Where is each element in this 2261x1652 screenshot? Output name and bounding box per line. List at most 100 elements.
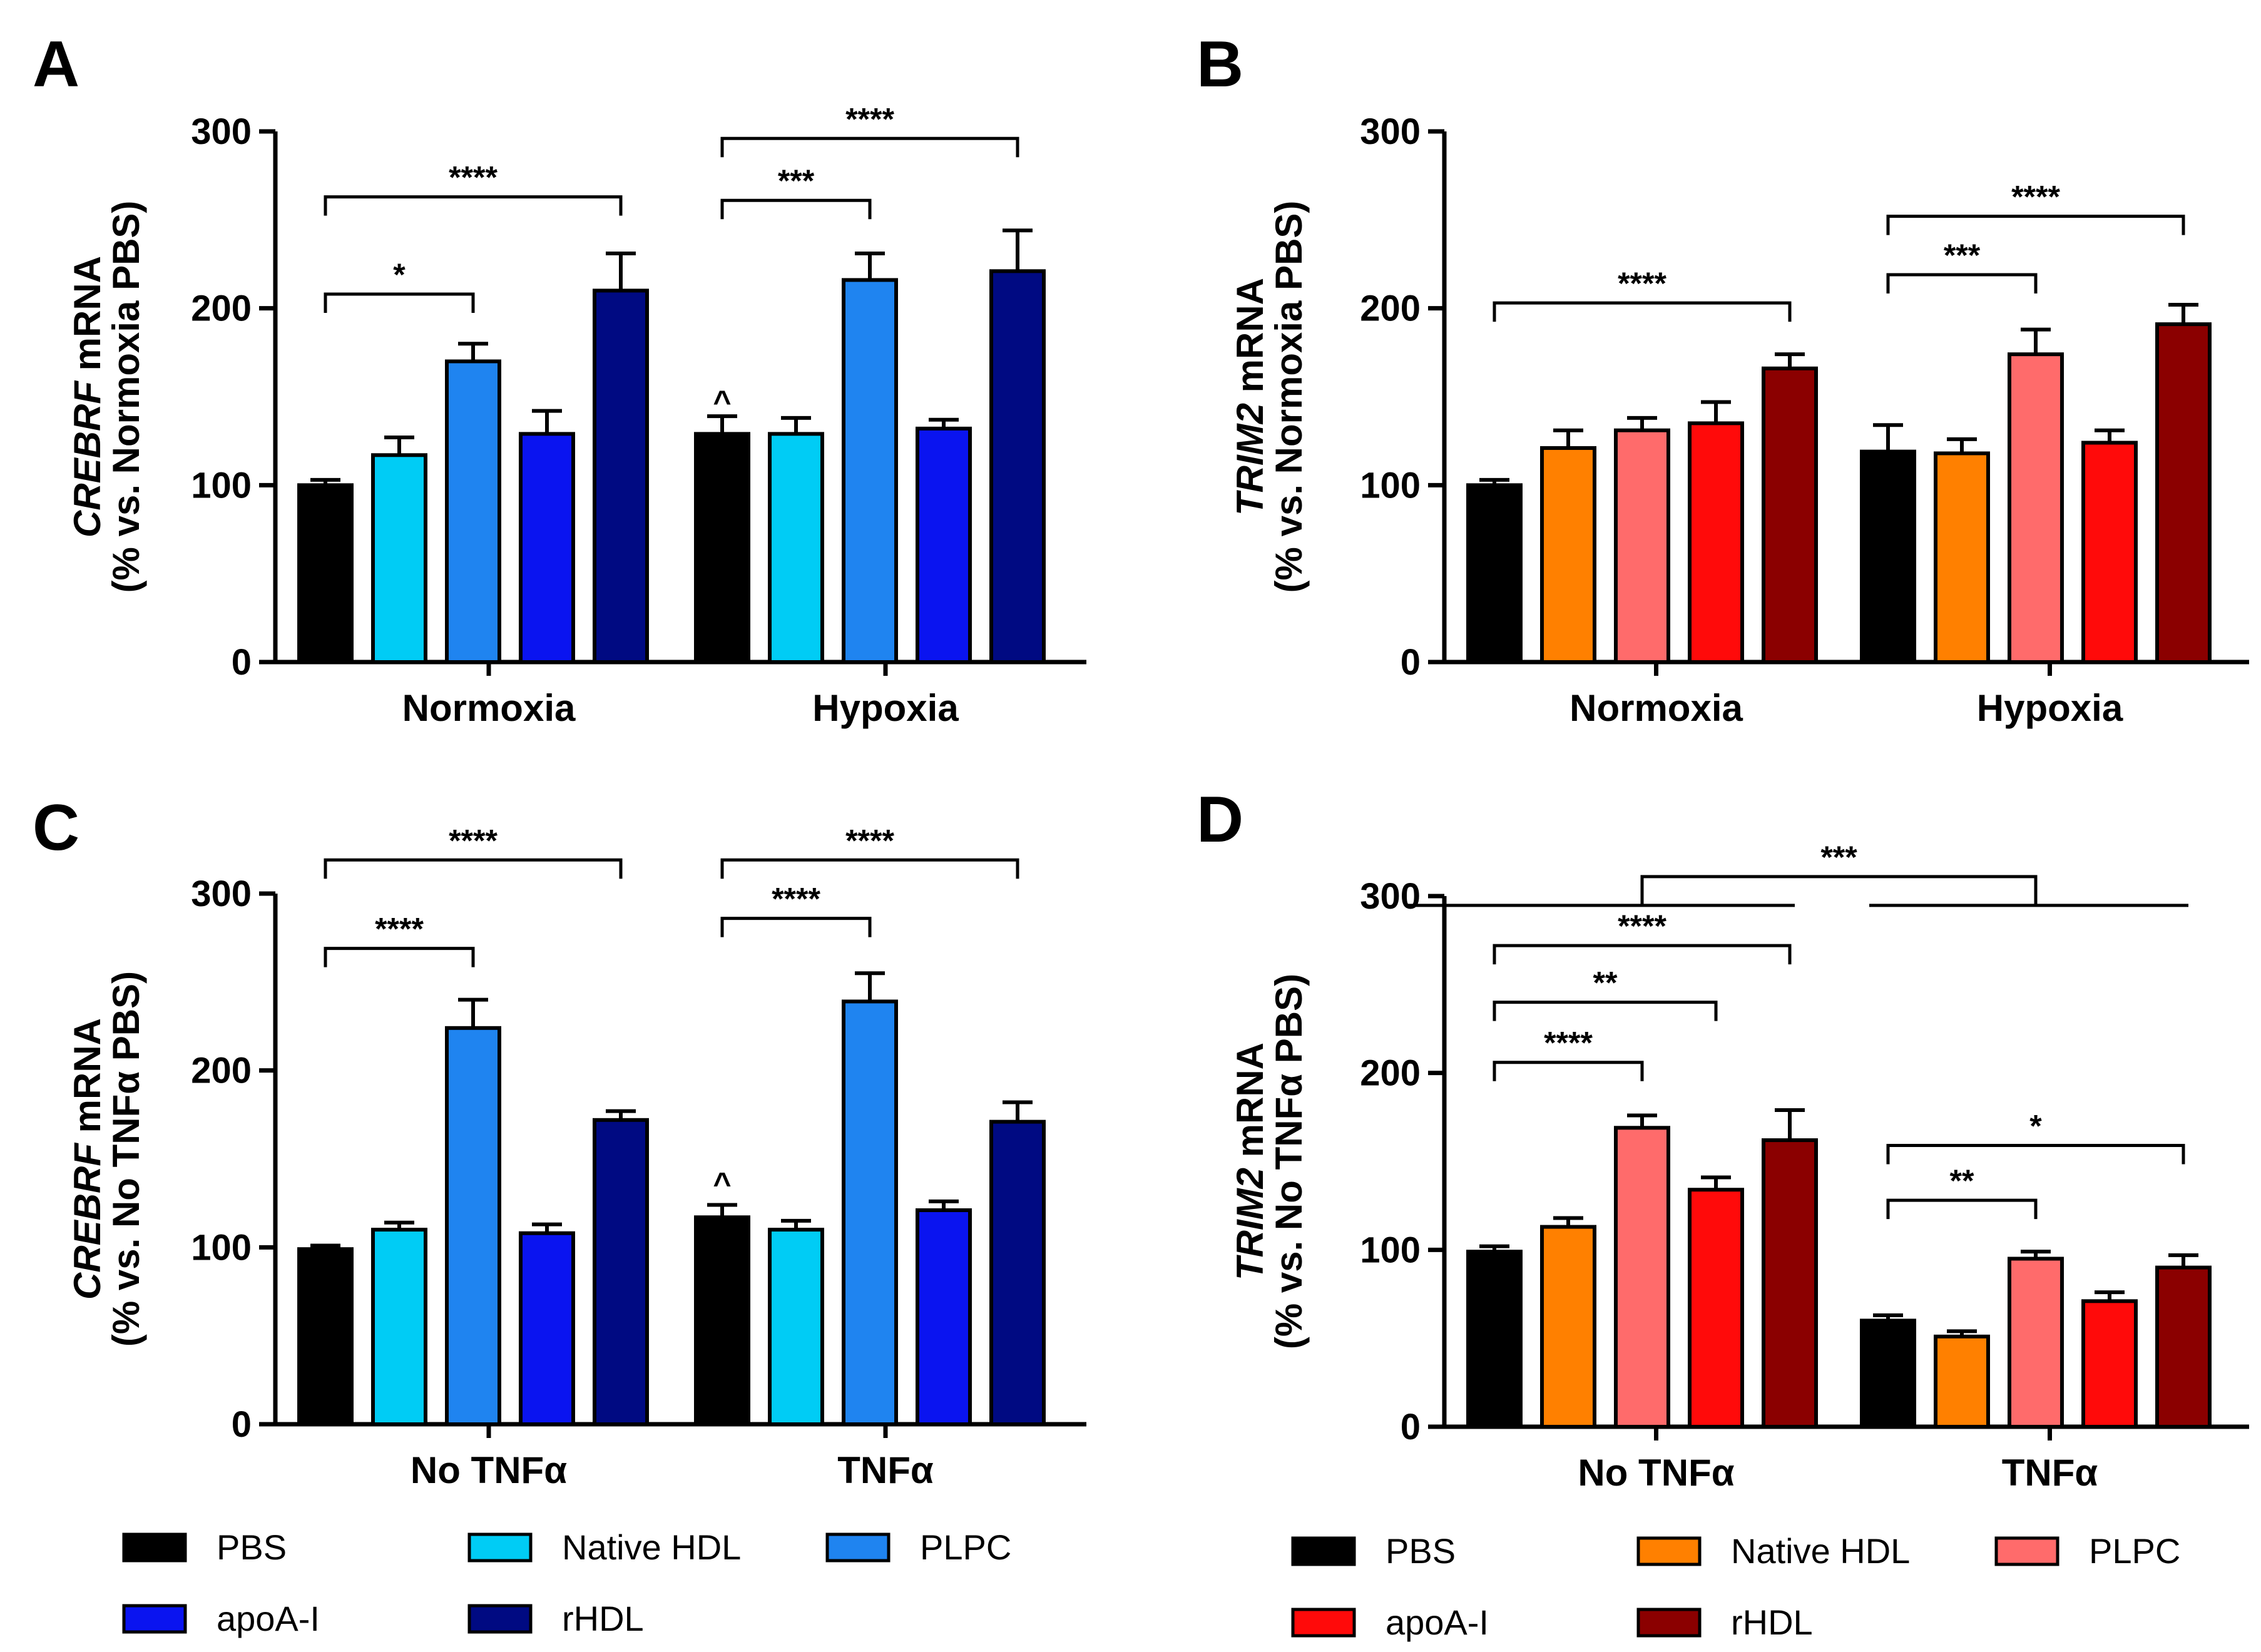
y-axis-label-unit: mRNA bbox=[66, 256, 108, 381]
panel-d: D 0 100 200 300 No TNFα TNFα TRIM2 mRNA(% vs. … bbox=[1197, 783, 2249, 1494]
y-axis-label-sub: (% vs. No TNFα PBS) bbox=[1268, 974, 1310, 1349]
y-tick-label: 200 bbox=[1360, 288, 1421, 329]
y-tick-label: 100 bbox=[191, 1227, 252, 1268]
bar bbox=[297, 1247, 354, 1427]
significance-label: **** bbox=[772, 882, 820, 917]
bar bbox=[2008, 352, 2064, 664]
significance-label: **** bbox=[449, 160, 498, 195]
bar bbox=[2008, 1257, 2064, 1429]
legend-label: apoA-I bbox=[1386, 1603, 1489, 1642]
significance-bracket bbox=[720, 198, 872, 220]
significance-bracket bbox=[720, 858, 1019, 879]
legend-swatch bbox=[1291, 1536, 1356, 1566]
y-axis-label-sub: (% vs. Normoxia PBS) bbox=[1268, 201, 1310, 593]
legend-label: rHDL bbox=[1731, 1603, 1813, 1642]
bar bbox=[2155, 1265, 2212, 1429]
bar bbox=[989, 1119, 1046, 1426]
panel-letter-d: D bbox=[1197, 783, 1243, 856]
bar bbox=[1614, 428, 1670, 664]
bar bbox=[1934, 451, 1990, 664]
significance-label: **** bbox=[845, 101, 894, 136]
significance-bracket bbox=[1493, 1061, 1644, 1081]
significance-label: * bbox=[2029, 1109, 2042, 1144]
significance-label: *** bbox=[778, 163, 815, 198]
y-tick-label: 300 bbox=[1360, 111, 1421, 152]
x-category-label: TNFα bbox=[2002, 1452, 2098, 1494]
bar bbox=[1540, 1225, 1596, 1429]
caret-label: ^ bbox=[713, 384, 731, 419]
significance-label: **** bbox=[1618, 909, 1666, 944]
significance-label: *** bbox=[1944, 238, 1981, 273]
bar bbox=[1860, 449, 1916, 664]
bar bbox=[1860, 1318, 1916, 1429]
significance-bracket bbox=[1886, 1198, 2038, 1220]
significance-bracket bbox=[1886, 273, 2038, 293]
y-axis-label: CREBRF mRNA bbox=[66, 1018, 108, 1300]
significance-bracket bbox=[324, 292, 475, 314]
bar bbox=[768, 1228, 824, 1426]
legend-right: PBS Native HDL PLPC apoA-I rHDL bbox=[1291, 1531, 2180, 1642]
x-category-label: Hypoxia bbox=[812, 687, 959, 729]
significance-label: **** bbox=[1618, 266, 1666, 301]
y-tick-label: 100 bbox=[1360, 1230, 1421, 1270]
bar bbox=[445, 359, 501, 664]
panel-letter-c: C bbox=[33, 792, 79, 864]
bar bbox=[2081, 441, 2138, 664]
y-tick-label: 0 bbox=[1401, 1407, 1421, 1447]
y-tick-label: 200 bbox=[1360, 1053, 1421, 1094]
significance-label: **** bbox=[449, 823, 498, 858]
bar bbox=[1688, 421, 1744, 665]
panel-a: A 0 100 200 300 Normoxia Hypoxia CREBRF mRNA(%… bbox=[33, 28, 1086, 729]
y-axis-label: TRIM2 mRNA bbox=[1229, 278, 1271, 516]
legend-swatch bbox=[467, 1604, 533, 1634]
y-tick-label: 300 bbox=[1360, 876, 1421, 917]
bar bbox=[1762, 1138, 1818, 1429]
y-axis-label-gene: CREBRF bbox=[66, 380, 108, 538]
legend-label: apoA-I bbox=[217, 1599, 320, 1638]
panel-b: B 0 100 200 300 Normoxia Hypoxia TRIM2 mRNA(% … bbox=[1197, 28, 2249, 729]
y-axis-label-sub: (% vs. Normoxia PBS) bbox=[105, 201, 147, 593]
y-tick-label: 300 bbox=[191, 111, 252, 152]
legend-label: PLPC bbox=[920, 1527, 1011, 1567]
bar bbox=[445, 1026, 501, 1426]
significance-bracket bbox=[720, 136, 1019, 158]
legend-swatch bbox=[122, 1532, 187, 1563]
legend-swatch bbox=[1636, 1608, 1702, 1638]
bar bbox=[989, 269, 1046, 665]
legend-label: Native HDL bbox=[562, 1527, 741, 1567]
legend-left: PBS Native HDL PLPC apoA-I rHDL bbox=[122, 1527, 1011, 1638]
bar bbox=[371, 453, 427, 665]
significance-bracket bbox=[324, 858, 623, 879]
panel-letter-b: B bbox=[1197, 28, 1243, 101]
y-tick-label: 200 bbox=[191, 1051, 252, 1091]
legend-swatch bbox=[1636, 1536, 1702, 1566]
x-category-label: No TNFα bbox=[411, 1449, 567, 1491]
bar bbox=[694, 1215, 750, 1427]
y-tick-label: 100 bbox=[191, 465, 252, 506]
legend-label: Native HDL bbox=[1731, 1531, 1910, 1571]
legend-label: PBS bbox=[1386, 1531, 1456, 1571]
legend-swatch bbox=[825, 1532, 891, 1563]
significance-label: ** bbox=[1950, 1163, 1974, 1198]
y-axis-label-unit: mRNA bbox=[66, 1018, 108, 1143]
y-tick-label: 0 bbox=[232, 642, 252, 683]
caret-label: ^ bbox=[713, 1166, 731, 1201]
legend-label: PBS bbox=[217, 1527, 287, 1567]
significance-bracket bbox=[324, 947, 475, 967]
legend-swatch bbox=[1994, 1536, 2059, 1566]
significance-label: **** bbox=[845, 823, 894, 858]
bar bbox=[1934, 1334, 1990, 1429]
bar bbox=[842, 999, 898, 1426]
legend-swatch bbox=[467, 1532, 533, 1563]
y-tick-label: 100 bbox=[1360, 465, 1421, 506]
significance-bracket bbox=[720, 917, 872, 937]
bar bbox=[916, 426, 972, 664]
y-axis-label-sub: (% vs. No TNFα PBS) bbox=[105, 971, 147, 1347]
legend-swatch bbox=[122, 1604, 187, 1634]
significance-label: ** bbox=[1593, 966, 1618, 1001]
y-axis-label-gene: CREBRF bbox=[66, 1143, 108, 1300]
bar bbox=[519, 432, 575, 664]
y-axis-label-unit: mRNA bbox=[1229, 278, 1271, 403]
x-category-label: Hypoxia bbox=[1977, 687, 2123, 729]
